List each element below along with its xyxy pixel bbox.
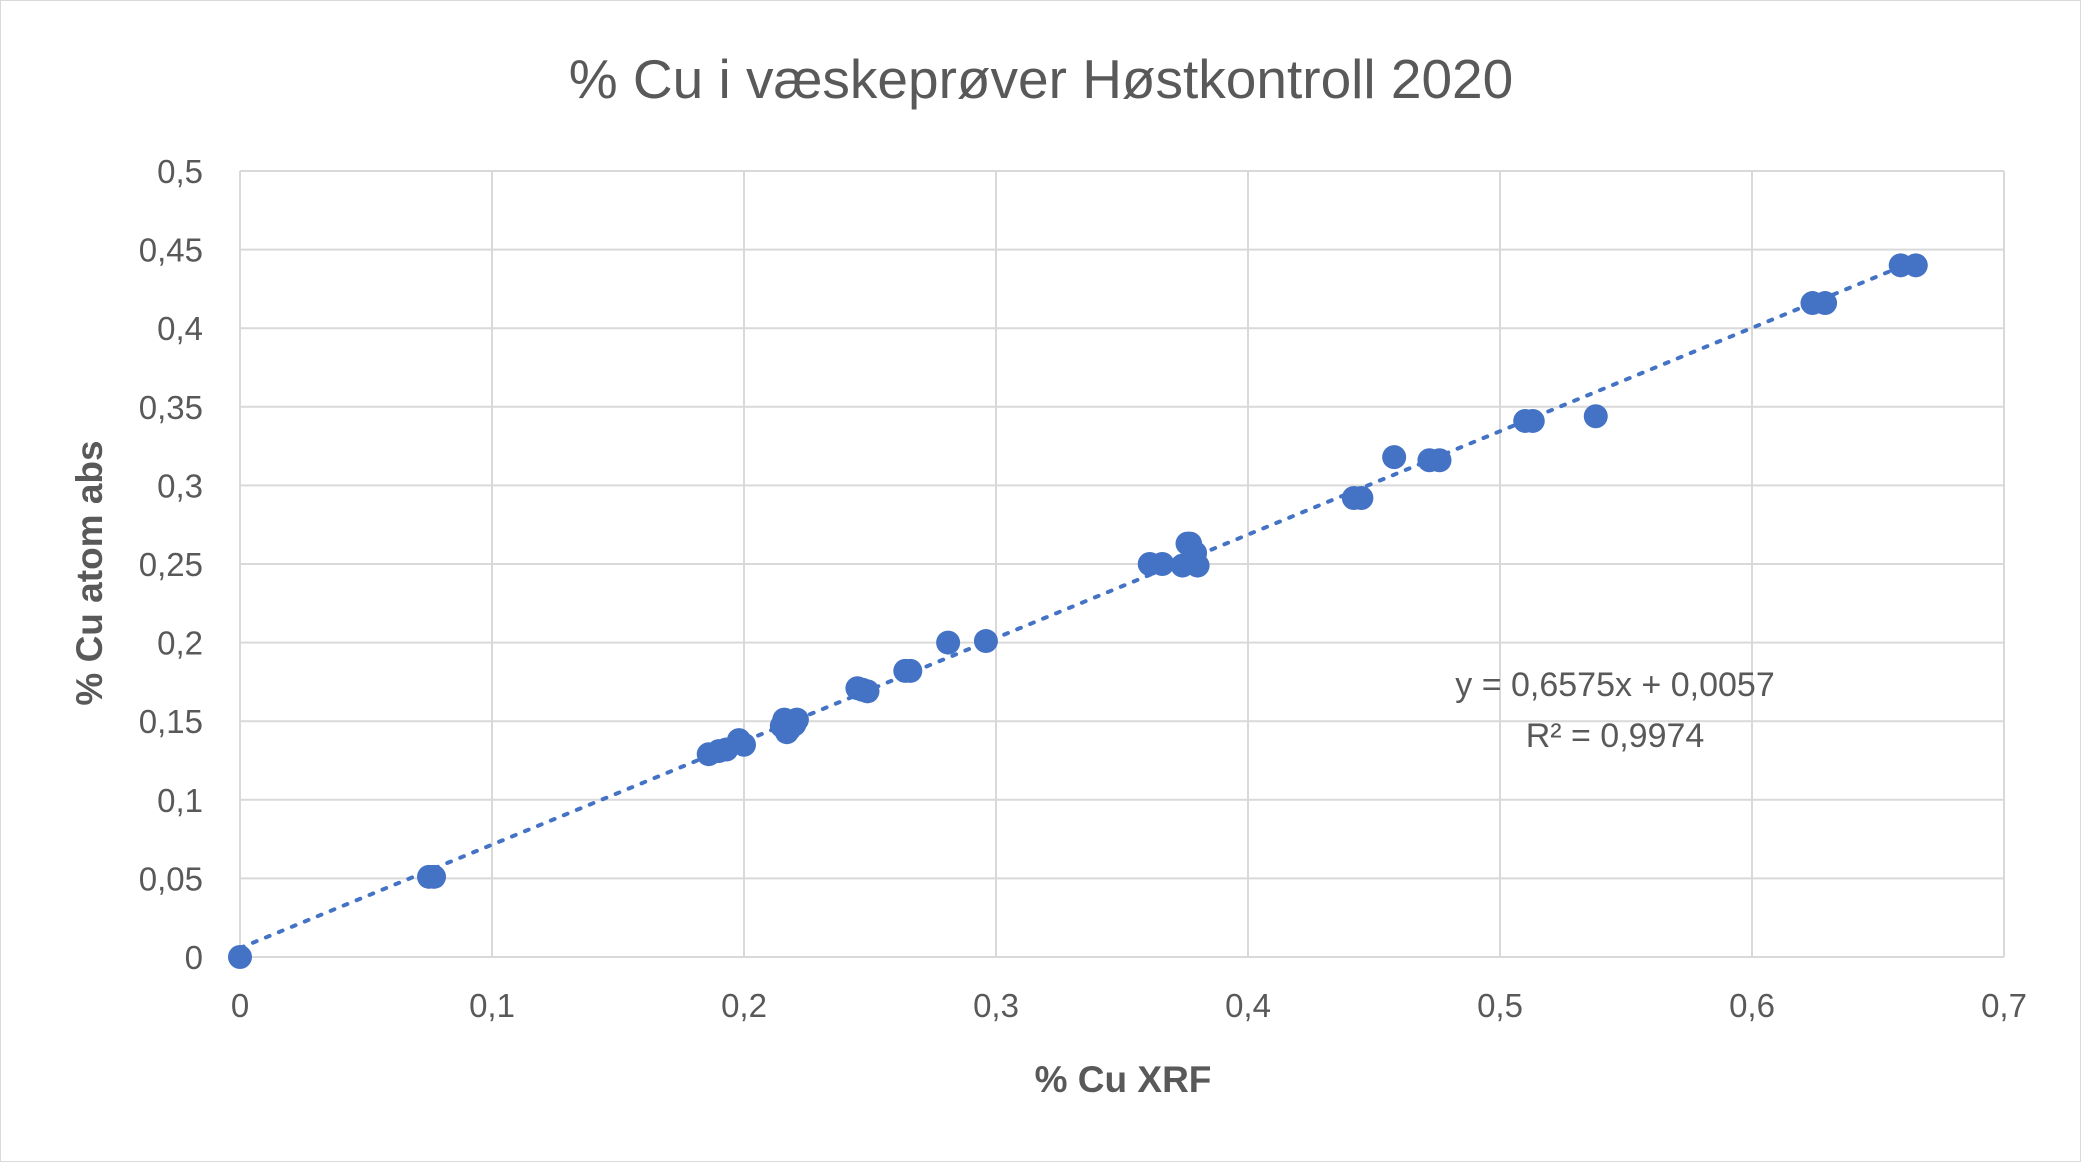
y-tick-label: 0,05 bbox=[139, 860, 203, 897]
data-point bbox=[973, 629, 998, 654]
x-tick-label: 0,1 bbox=[469, 987, 515, 1024]
y-tick-label: 0 bbox=[185, 939, 203, 976]
y-tick-label: 0,4 bbox=[157, 310, 203, 347]
data-point bbox=[228, 945, 252, 969]
data-point bbox=[784, 707, 809, 732]
data-point bbox=[732, 732, 756, 757]
tick-labels: 0 0,05 0,1 0,15 0,2 0,25 0,3 0,35 0,4 0,45 0,5 0 0,1… bbox=[139, 153, 2027, 1024]
gridlines bbox=[239, 170, 2005, 958]
x-tick-label: 0,4 bbox=[1225, 987, 1271, 1024]
y-tick-label: 0,35 bbox=[139, 389, 203, 426]
y-tick-label: 0,25 bbox=[139, 546, 203, 583]
data-points bbox=[228, 253, 1928, 969]
y-tick-label: 0,5 bbox=[157, 153, 203, 190]
x-tick-label: 0,6 bbox=[1729, 987, 1775, 1024]
data-point bbox=[1520, 408, 1545, 433]
x-tick-label: 0,2 bbox=[721, 987, 767, 1024]
x-tick-label: 0 bbox=[231, 987, 249, 1024]
y-tick-label: 0,2 bbox=[157, 625, 203, 662]
data-point bbox=[1185, 553, 1210, 578]
data-point bbox=[1349, 485, 1374, 510]
trendline-r-squared: R² = 0,9974 bbox=[1526, 717, 1705, 755]
data-point bbox=[936, 630, 961, 655]
x-tick-label: 0,7 bbox=[1981, 987, 2027, 1024]
trendline-equation: y = 0,6575x + 0,0057 bbox=[1455, 666, 1774, 704]
data-point bbox=[422, 864, 447, 889]
chart-title: % Cu i væskeprøver Høstkontroll 2020 bbox=[569, 48, 1513, 110]
x-axis-title: % Cu XRF bbox=[1035, 1059, 1212, 1100]
data-point bbox=[1903, 253, 1928, 278]
data-point bbox=[1813, 291, 1838, 316]
x-tick-label: 0,3 bbox=[973, 987, 1019, 1024]
data-point bbox=[1583, 404, 1608, 429]
data-point bbox=[898, 658, 923, 683]
y-tick-label: 0,15 bbox=[139, 703, 203, 740]
data-point bbox=[855, 679, 880, 704]
y-tick-label: 0,3 bbox=[157, 467, 203, 504]
y-tick-label: 0,45 bbox=[139, 232, 203, 269]
data-point bbox=[1427, 448, 1452, 473]
y-axis-title: % Cu atom abs bbox=[69, 440, 110, 705]
data-point bbox=[1382, 445, 1407, 470]
x-tick-label: 0,5 bbox=[1477, 987, 1523, 1024]
data-point bbox=[1150, 552, 1175, 576]
y-tick-label: 0,1 bbox=[157, 782, 203, 819]
